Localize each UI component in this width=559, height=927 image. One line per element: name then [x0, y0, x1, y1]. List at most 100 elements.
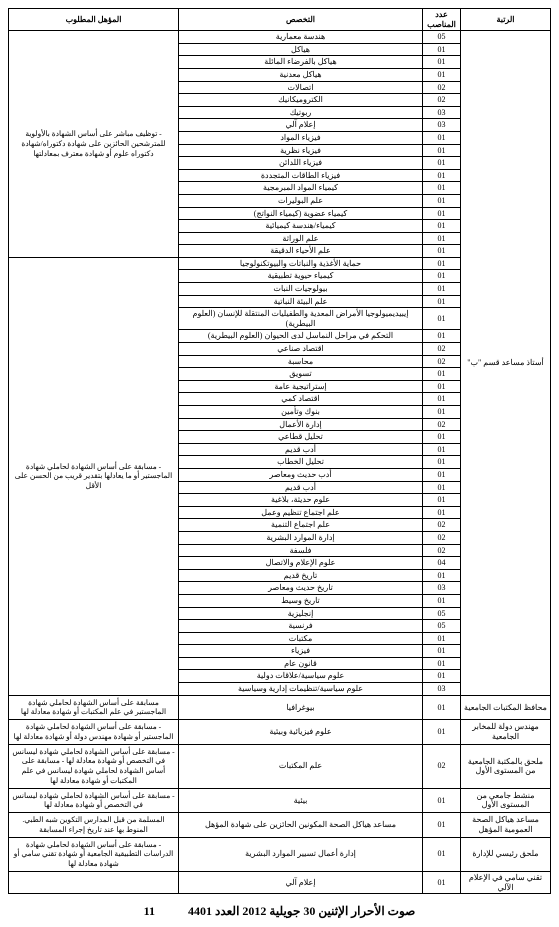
note-cell: المسلمة من قبل المدارس التكوين شبه الطبي… [9, 813, 179, 838]
note-cell: - مسابقة على أساس الشهادة لحاملي شهادة ل… [9, 788, 179, 813]
spec-cell: إعلام آلي [179, 871, 423, 893]
spec-cell: محاسبة [179, 355, 423, 368]
rank-cell: أستاذ مساعد قسم "ب" [461, 31, 551, 695]
spec-cell: أدب حديث ومعاصر [179, 468, 423, 481]
spec-cell: اقتصاد كمي [179, 393, 423, 406]
count-cell: 01 [423, 257, 461, 270]
spec-cell: تسويق [179, 368, 423, 381]
spec-cell: بيوغرافيا [179, 695, 423, 720]
table-row: ملحق بالمكتبة الجامعية من المستوى الأول0… [9, 744, 551, 788]
count-cell: 02 [423, 343, 461, 356]
header-row: الرتبة عدد المناصب التخصص المؤهل المطلوب [9, 9, 551, 31]
table-row: محافظ المكتبات الجامعية01بيوغرافيامسابقة… [9, 695, 551, 720]
count-cell: 01 [423, 368, 461, 381]
spec-cell: إدارة أعمال تسيير الموارد البشرية [179, 837, 423, 871]
count-cell: 01 [423, 207, 461, 220]
spec-cell: فيزياء [179, 645, 423, 658]
spec-cell: بنوك وتأمين [179, 406, 423, 419]
count-cell: 02 [423, 418, 461, 431]
spec-cell: علم المكتبات [179, 744, 423, 788]
count-cell: 05 [423, 620, 461, 633]
spec-cell: علوم حديثة، بلاغية [179, 494, 423, 507]
note-cell: مسابقة على أساس الشهادة لحاملي شهادة الم… [9, 695, 179, 720]
count-cell: 02 [423, 81, 461, 94]
count-cell: 01 [423, 468, 461, 481]
spec-cell: مساعد هياكل الصحة المكونين الحائزين على … [179, 813, 423, 838]
count-cell: 01 [423, 720, 461, 745]
count-cell: 01 [423, 494, 461, 507]
spec-cell: فيزياء نظرية [179, 144, 423, 157]
count-cell: 01 [423, 393, 461, 406]
note-cell: - مسابقة على أساس الشهادة لحاملي شهادة ل… [9, 744, 179, 788]
spec-cell: مكتبات [179, 632, 423, 645]
spec-cell: هياكل [179, 43, 423, 56]
table-row: مساعد هياكل الصحة العمومية المؤهل01مساعد… [9, 813, 551, 838]
note-cell: - توظيف مباشر على أساس الشهادة بالأولوية… [9, 31, 179, 258]
spec-cell: بيئية [179, 788, 423, 813]
note-cell: - مسابقة على أساس الشهادة لحاملي شهادة ا… [9, 720, 179, 745]
count-cell: 04 [423, 557, 461, 570]
spec-cell: ربوتيك [179, 106, 423, 119]
spec-cell: تحليل قطاعي [179, 431, 423, 444]
rank-cell: محافظ المكتبات الجامعية [461, 695, 551, 720]
spec-cell: حماية الأغذية والنباتات والبيوتكنولوجيا [179, 257, 423, 270]
count-cell: 03 [423, 683, 461, 696]
spec-cell: اقتصاد صناعي [179, 343, 423, 356]
spec-cell: هندسة معمارية [179, 31, 423, 44]
spec-cell: فلسفة [179, 544, 423, 557]
table-row: تقني سامي في الإعلام الآلي01إعلام آلي [9, 871, 551, 893]
spec-cell: فيزياء المواد [179, 131, 423, 144]
count-cell: 03 [423, 119, 461, 132]
spec-cell: إيبيديميولوجيا الأمراض المعدية والطفيليا… [179, 308, 423, 330]
header-count: عدد المناصب [423, 9, 461, 31]
spec-cell: أدب قديم [179, 481, 423, 494]
spec-cell: علوم الإعلام والاتصال [179, 557, 423, 570]
spec-cell: علم اجتماع تنظيم وعمل [179, 506, 423, 519]
count-cell: 03 [423, 106, 461, 119]
spec-cell: علوم سياسية/تنظيمات إدارية وسياسية [179, 683, 423, 696]
header-note: المؤهل المطلوب [9, 9, 179, 31]
spec-cell: تاريخ حديث ومعاصر [179, 582, 423, 595]
count-cell: 02 [423, 531, 461, 544]
spec-cell: علم اجتماع التنمية [179, 519, 423, 532]
count-cell: 01 [423, 645, 461, 658]
count-cell: 01 [423, 837, 461, 871]
count-cell: 01 [423, 456, 461, 469]
spec-cell: فرنسية [179, 620, 423, 633]
count-cell: 01 [423, 871, 461, 893]
count-cell: 01 [423, 232, 461, 245]
count-cell: 01 [423, 632, 461, 645]
spec-cell: فيزياء اللدائن [179, 157, 423, 170]
spec-cell: تاريخ قديم [179, 569, 423, 582]
spec-cell: هياكل بالفرضاء المائلة [179, 56, 423, 69]
count-cell: 01 [423, 406, 461, 419]
spec-cell: تاريخ وسيط [179, 594, 423, 607]
count-cell: 01 [423, 813, 461, 838]
count-cell: 01 [423, 670, 461, 683]
count-cell: 02 [423, 355, 461, 368]
spec-cell: كيمياء عضوية (كيمياء النواتج) [179, 207, 423, 220]
count-cell: 01 [423, 594, 461, 607]
count-cell: 03 [423, 582, 461, 595]
count-cell: 02 [423, 94, 461, 107]
spec-cell: الكتروميكانيك [179, 94, 423, 107]
footer-date: صوت الأحرار الإثنين 30 جويلية 2012 العدد… [188, 904, 415, 918]
spec-cell: إدارة الموارد البشرية [179, 531, 423, 544]
count-cell: 01 [423, 295, 461, 308]
count-cell: 01 [423, 657, 461, 670]
spec-cell: التحكم في مراحل النماسل لدى الحيوان (الع… [179, 330, 423, 343]
count-cell: 05 [423, 31, 461, 44]
rank-cell: مساعد هياكل الصحة العمومية المؤهل [461, 813, 551, 838]
main-table: الرتبة عدد المناصب التخصص المؤهل المطلوب… [8, 8, 551, 894]
count-cell: 01 [423, 169, 461, 182]
rank-cell: ملحق رئيسي للإدارة [461, 837, 551, 871]
spec-cell: علم البيئة النباتية [179, 295, 423, 308]
count-cell: 01 [423, 68, 461, 81]
count-cell: 02 [423, 519, 461, 532]
count-cell: 01 [423, 157, 461, 170]
count-cell: 01 [423, 43, 461, 56]
table-row: مهندس دولة للمخابر الجامعية01علوم فيزيائ… [9, 720, 551, 745]
table-row: أستاذ مساعد قسم "ب"05هندسة معمارية- توظي… [9, 31, 551, 44]
spec-cell: علم البوليرات [179, 194, 423, 207]
count-cell: 01 [423, 220, 461, 233]
